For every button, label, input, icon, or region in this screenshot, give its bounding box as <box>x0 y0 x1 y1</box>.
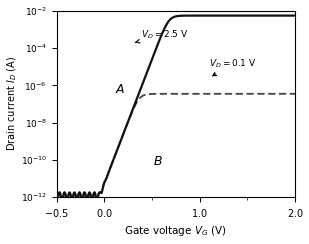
Text: A: A <box>116 83 124 96</box>
Y-axis label: Drain current $I_D$ (A): Drain current $I_D$ (A) <box>6 56 19 152</box>
Text: $V_D=2.5$ V: $V_D=2.5$ V <box>135 29 188 43</box>
X-axis label: Gate voltage $V_G$ (V): Gate voltage $V_G$ (V) <box>125 224 227 238</box>
Text: $V_D=0.1$ V: $V_D=0.1$ V <box>209 57 257 76</box>
Text: B: B <box>154 155 163 169</box>
